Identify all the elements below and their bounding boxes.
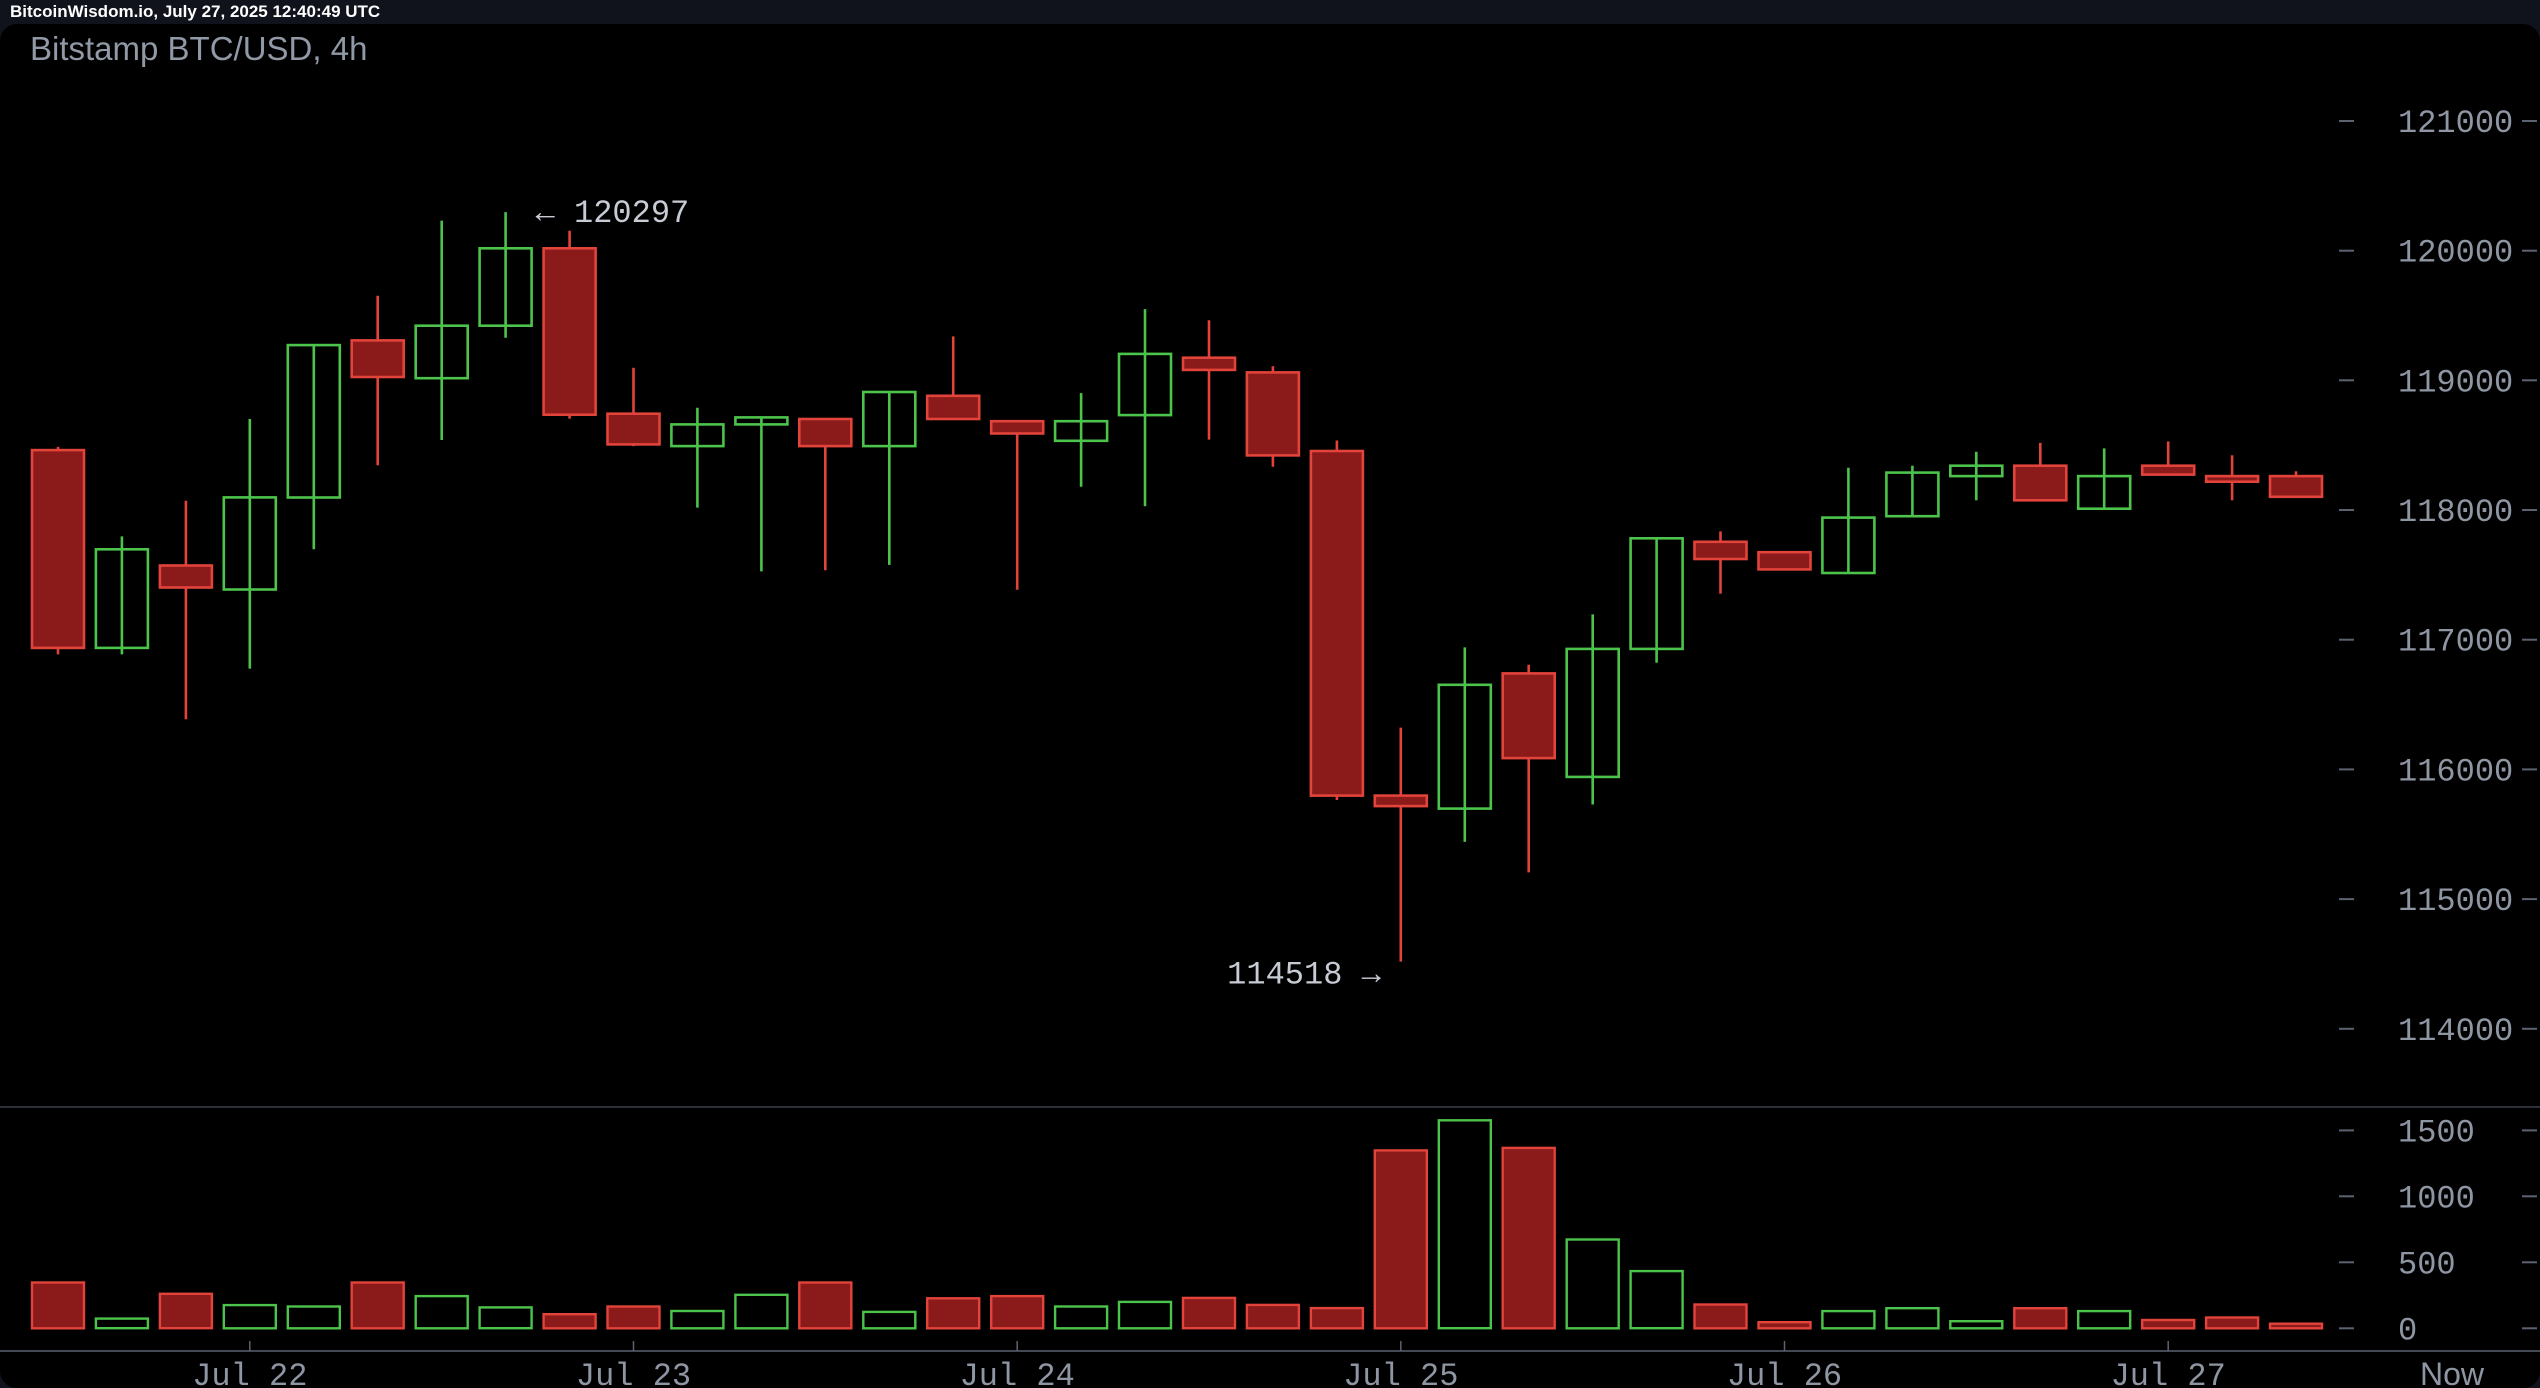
svg-text:Jul 23: Jul 23 bbox=[576, 1358, 691, 1388]
svg-text:0: 0 bbox=[2398, 1312, 2417, 1349]
svg-text:1000: 1000 bbox=[2398, 1180, 2475, 1217]
svg-text:114000: 114000 bbox=[2398, 1013, 2513, 1050]
svg-text:118000: 118000 bbox=[2398, 494, 2513, 531]
svg-text:119000: 119000 bbox=[2398, 364, 2513, 401]
svg-text:Jul 25: Jul 25 bbox=[1343, 1358, 1458, 1388]
svg-text:116000: 116000 bbox=[2398, 753, 2513, 790]
svg-text:Now: Now bbox=[2420, 1356, 2485, 1388]
svg-text:Jul 24: Jul 24 bbox=[960, 1358, 1075, 1388]
svg-text:Jul 22: Jul 22 bbox=[192, 1358, 307, 1388]
svg-text:120000: 120000 bbox=[2398, 235, 2513, 272]
svg-text:114518 →: 114518 → bbox=[1227, 957, 1381, 994]
svg-text:← 120297: ← 120297 bbox=[536, 195, 690, 232]
svg-text:500: 500 bbox=[2398, 1246, 2456, 1283]
svg-text:Jul 27: Jul 27 bbox=[2111, 1358, 2226, 1388]
svg-text:1500: 1500 bbox=[2398, 1114, 2475, 1151]
svg-text:115000: 115000 bbox=[2398, 883, 2513, 920]
svg-text:Jul 26: Jul 26 bbox=[1727, 1358, 1842, 1388]
svg-text:117000: 117000 bbox=[2398, 624, 2513, 661]
svg-text:121000: 121000 bbox=[2398, 105, 2513, 142]
